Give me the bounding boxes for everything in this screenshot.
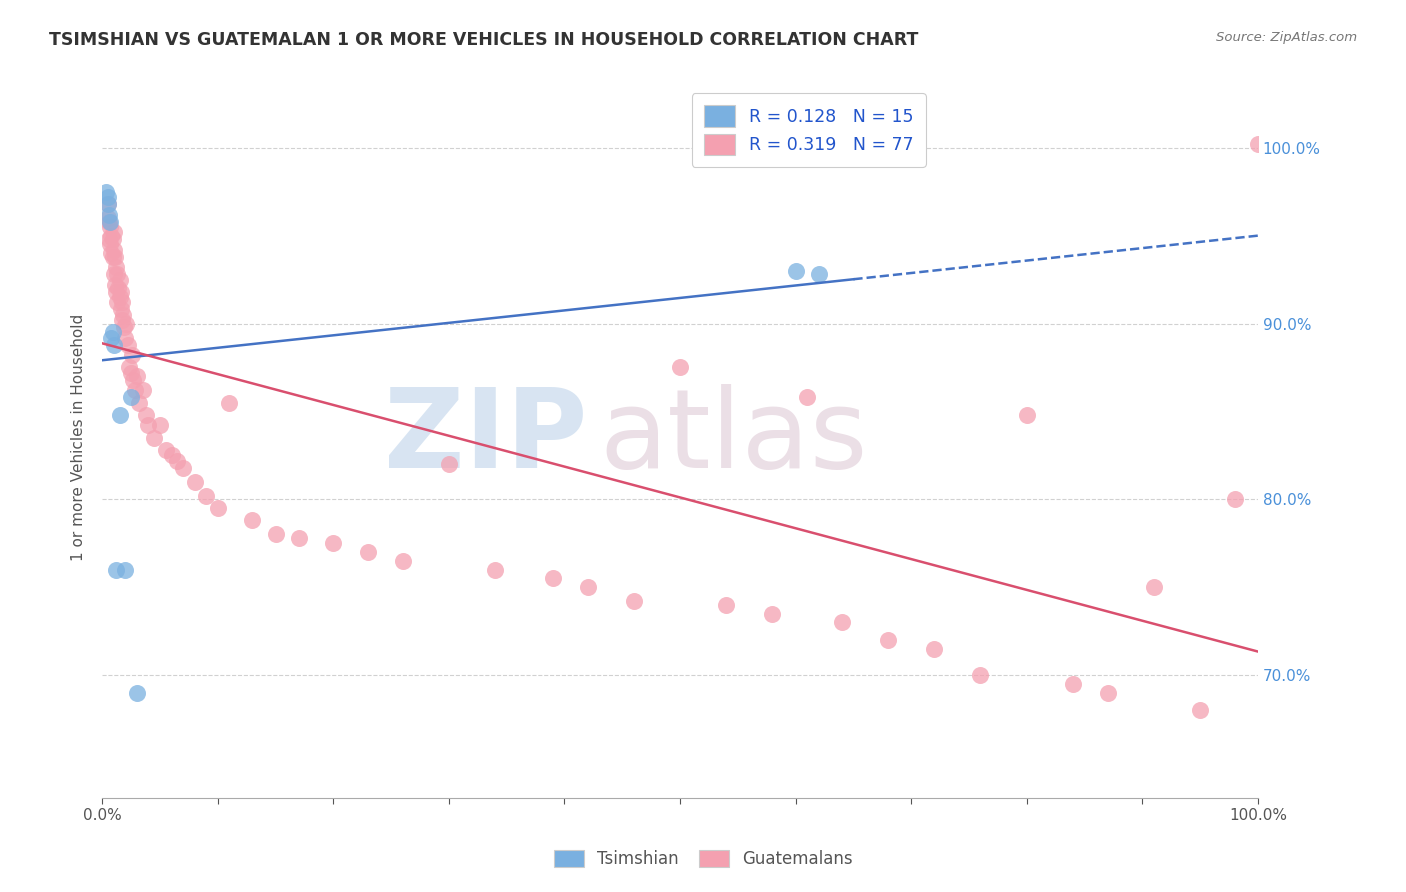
Point bbox=[103, 337, 125, 351]
Point bbox=[122, 373, 145, 387]
Point bbox=[114, 563, 136, 577]
Point bbox=[155, 443, 177, 458]
Text: atlas: atlas bbox=[599, 384, 868, 491]
Point bbox=[484, 563, 506, 577]
Point bbox=[124, 384, 146, 398]
Point bbox=[576, 580, 599, 594]
Point bbox=[105, 295, 128, 310]
Point bbox=[98, 237, 121, 252]
Point bbox=[125, 685, 148, 699]
Point bbox=[128, 395, 150, 409]
Point bbox=[183, 475, 205, 489]
Point bbox=[761, 607, 783, 621]
Point bbox=[264, 527, 287, 541]
Point bbox=[796, 390, 818, 404]
Point bbox=[94, 185, 117, 199]
Point bbox=[108, 290, 131, 304]
Point bbox=[1247, 137, 1270, 152]
Point bbox=[922, 641, 945, 656]
Point bbox=[121, 348, 143, 362]
Point bbox=[97, 211, 120, 225]
Point bbox=[149, 418, 172, 433]
Point bbox=[103, 225, 125, 239]
Point bbox=[117, 337, 139, 351]
Point bbox=[807, 268, 830, 282]
Point bbox=[97, 197, 120, 211]
Point bbox=[120, 366, 142, 380]
Point bbox=[105, 285, 128, 299]
Point bbox=[131, 384, 153, 398]
Point bbox=[437, 457, 460, 471]
Point bbox=[100, 330, 122, 344]
Point bbox=[108, 408, 131, 422]
Point bbox=[111, 308, 134, 322]
Point bbox=[166, 453, 188, 467]
Point bbox=[1223, 492, 1246, 507]
Point bbox=[716, 598, 738, 612]
Point bbox=[111, 295, 134, 310]
Point bbox=[242, 513, 264, 527]
Point bbox=[207, 501, 229, 516]
Point bbox=[118, 360, 141, 375]
Point bbox=[108, 272, 131, 286]
Point bbox=[143, 431, 166, 445]
Point bbox=[98, 214, 121, 228]
Point bbox=[97, 197, 120, 211]
Point bbox=[785, 264, 807, 278]
Point bbox=[138, 418, 160, 433]
Point bbox=[98, 232, 121, 246]
Point bbox=[135, 408, 157, 422]
Point bbox=[115, 317, 138, 331]
Point bbox=[111, 313, 134, 327]
Point bbox=[97, 190, 120, 204]
Point bbox=[877, 632, 900, 647]
Point bbox=[1062, 677, 1084, 691]
Point bbox=[101, 232, 124, 246]
Point bbox=[101, 326, 124, 340]
Point bbox=[114, 330, 136, 344]
Point bbox=[120, 390, 142, 404]
Point bbox=[1143, 580, 1166, 594]
Point bbox=[969, 668, 991, 682]
Point bbox=[112, 320, 135, 334]
Point bbox=[287, 531, 309, 545]
Point bbox=[357, 545, 380, 559]
Point bbox=[125, 369, 148, 384]
Point bbox=[98, 214, 121, 228]
Point bbox=[218, 395, 240, 409]
Text: TSIMSHIAN VS GUATEMALAN 1 OR MORE VEHICLES IN HOUSEHOLD CORRELATION CHART: TSIMSHIAN VS GUATEMALAN 1 OR MORE VEHICL… bbox=[49, 31, 918, 49]
Point bbox=[1015, 408, 1038, 422]
Text: Source: ZipAtlas.com: Source: ZipAtlas.com bbox=[1216, 31, 1357, 45]
Text: ZIP: ZIP bbox=[384, 384, 588, 491]
Point bbox=[103, 268, 125, 282]
Point bbox=[104, 250, 127, 264]
Point bbox=[103, 243, 125, 257]
Point bbox=[105, 260, 128, 275]
Legend: Tsimshian, Guatemalans: Tsimshian, Guatemalans bbox=[547, 843, 859, 875]
Point bbox=[98, 208, 121, 222]
Point bbox=[100, 228, 122, 243]
Point bbox=[107, 281, 129, 295]
Point bbox=[195, 489, 218, 503]
Point bbox=[172, 460, 194, 475]
Point bbox=[105, 563, 128, 577]
Point bbox=[669, 360, 692, 375]
Point bbox=[831, 615, 853, 630]
Point bbox=[100, 246, 122, 260]
Point bbox=[104, 277, 127, 292]
Point bbox=[110, 285, 132, 299]
Legend: R = 0.128   N = 15, R = 0.319   N = 77: R = 0.128 N = 15, R = 0.319 N = 77 bbox=[692, 94, 925, 167]
Point bbox=[391, 554, 413, 568]
Point bbox=[98, 219, 121, 234]
Point bbox=[1189, 703, 1212, 717]
Point bbox=[110, 302, 132, 317]
Point bbox=[623, 594, 645, 608]
Point bbox=[160, 448, 183, 462]
Point bbox=[322, 536, 344, 550]
Y-axis label: 1 or more Vehicles in Household: 1 or more Vehicles in Household bbox=[72, 314, 86, 561]
Point bbox=[541, 571, 564, 585]
Point bbox=[105, 268, 128, 282]
Point bbox=[101, 250, 124, 264]
Point bbox=[1097, 685, 1119, 699]
